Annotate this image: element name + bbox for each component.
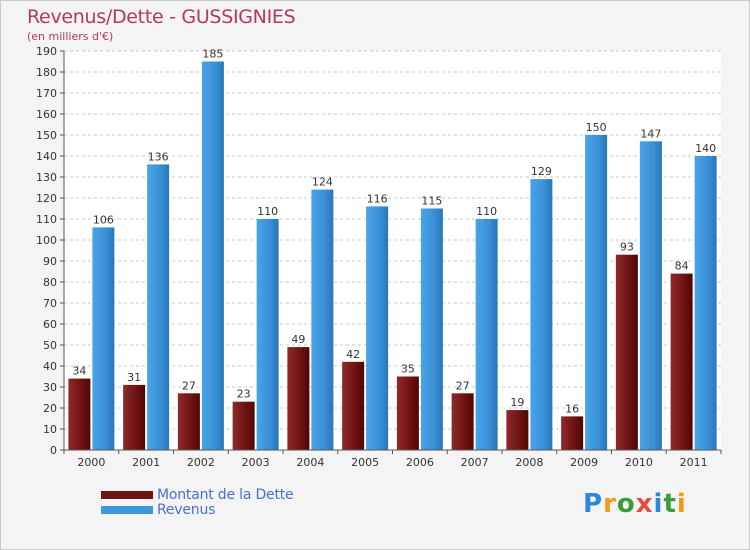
data-label: 110 (476, 205, 497, 218)
x-tick-label: 2008 (515, 456, 543, 469)
x-tick-label: 2007 (461, 456, 489, 469)
bar-revenue (256, 219, 279, 450)
data-label: 35 (401, 363, 415, 376)
y-tick-label: 60 (43, 318, 57, 331)
bar-revenue (694, 156, 717, 450)
data-label: 136 (148, 150, 169, 163)
y-tick-label: 0 (50, 444, 57, 457)
bar-revenue (420, 208, 443, 450)
x-tick-label: 2003 (242, 456, 270, 469)
bar-revenue (311, 189, 334, 450)
x-tick-label: 2006 (406, 456, 434, 469)
x-tick-label: 2010 (625, 456, 653, 469)
data-label: 93 (620, 241, 634, 254)
y-tick-label: 50 (43, 339, 57, 352)
data-label: 23 (237, 388, 251, 401)
y-tick-label: 190 (36, 45, 57, 58)
bar-debt (396, 376, 419, 450)
legend: Montant de la Dette Revenus (101, 486, 294, 518)
data-label: 185 (202, 48, 223, 61)
data-label: 124 (312, 176, 333, 189)
legend-swatch-revenue (101, 505, 153, 514)
bar-debt (68, 378, 91, 450)
x-tick-label: 2004 (296, 456, 324, 469)
data-label: 42 (346, 348, 360, 361)
bar-debt (451, 393, 474, 450)
bar-debt (670, 273, 693, 450)
x-tick-label: 2005 (351, 456, 379, 469)
bars: 34 106 31 136 27 185 23 110 49 124 42 116 35 115 27 110… (68, 48, 717, 451)
x-tick-label: 2002 (187, 456, 215, 469)
bar-debt (342, 361, 365, 450)
data-label: 27 (182, 379, 196, 392)
y-tick-label: 40 (43, 360, 57, 373)
y-tick-label: 140 (36, 150, 57, 163)
y-tick-label: 160 (36, 108, 57, 121)
y-axis: 0 10 20 30 40 50 60 70 80 90 100 110 120 130 140 150 160… (36, 45, 65, 457)
data-label: 110 (257, 205, 278, 218)
data-label: 27 (456, 379, 470, 392)
y-tick-label: 110 (36, 213, 57, 226)
data-label: 49 (291, 333, 305, 346)
x-tick-label: 2000 (77, 456, 105, 469)
bar-debt (177, 393, 200, 450)
x-tick-label: 2011 (680, 456, 708, 469)
y-tick-label: 20 (43, 402, 57, 415)
bar-debt (561, 416, 584, 450)
y-tick-label: 30 (43, 381, 57, 394)
bar-debt (287, 347, 310, 450)
data-label: 34 (72, 365, 86, 378)
bar-debt (123, 384, 146, 450)
y-tick-label: 10 (43, 423, 57, 436)
data-label: 16 (565, 402, 579, 415)
data-label: 116 (367, 192, 388, 205)
data-label: 140 (695, 142, 716, 155)
y-tick-label: 90 (43, 255, 57, 268)
y-tick-label: 120 (36, 192, 57, 205)
data-label: 147 (640, 127, 661, 140)
chart-subtitle: (en milliers d'€) (27, 30, 114, 43)
bar-revenue (585, 135, 608, 450)
chart-title: Revenus/Dette - GUSSIGNIES (27, 6, 296, 28)
y-tick-label: 150 (36, 129, 57, 142)
data-label: 129 (531, 165, 552, 178)
y-tick-label: 130 (36, 171, 57, 184)
legend-label-revenue: Revenus (157, 501, 216, 518)
legend-item-revenue: Revenus (101, 501, 293, 518)
data-label: 150 (586, 121, 607, 134)
data-label: 106 (93, 213, 114, 226)
y-tick-label: 70 (43, 297, 57, 310)
legend-label-debt: Montant de la Dette (157, 486, 294, 503)
bar-revenue (639, 141, 662, 451)
y-tick-label: 80 (43, 276, 57, 289)
legend-item-debt: Montant de la Dette (101, 486, 294, 503)
legend-swatch-debt (101, 490, 153, 499)
bar-debt (506, 410, 529, 450)
grid-lines (64, 50, 721, 451)
data-label: 115 (421, 195, 442, 208)
x-tick-label: 2001 (132, 456, 160, 469)
bar-debt (232, 401, 255, 450)
y-tick-label: 100 (36, 234, 57, 247)
x-tick-label: 2009 (570, 456, 598, 469)
y-tick-label: 180 (36, 66, 57, 79)
data-label: 84 (675, 260, 689, 273)
bar-revenue (92, 227, 115, 450)
bar-debt (615, 254, 638, 450)
y-tick-label: 170 (36, 87, 57, 100)
bar-revenue (147, 164, 170, 450)
bar-revenue (201, 61, 224, 450)
proxiti-logo: Proxiti (583, 489, 687, 519)
bar-revenue (530, 179, 553, 450)
plot-area (64, 51, 721, 450)
x-axis: 2000 2001 2002 2003 2004 2005 2006 2007 2008 2009… (63, 449, 722, 469)
bar-revenue (366, 206, 389, 450)
data-label: 19 (510, 396, 524, 409)
bar-revenue (475, 219, 498, 450)
data-label: 31 (127, 371, 141, 384)
